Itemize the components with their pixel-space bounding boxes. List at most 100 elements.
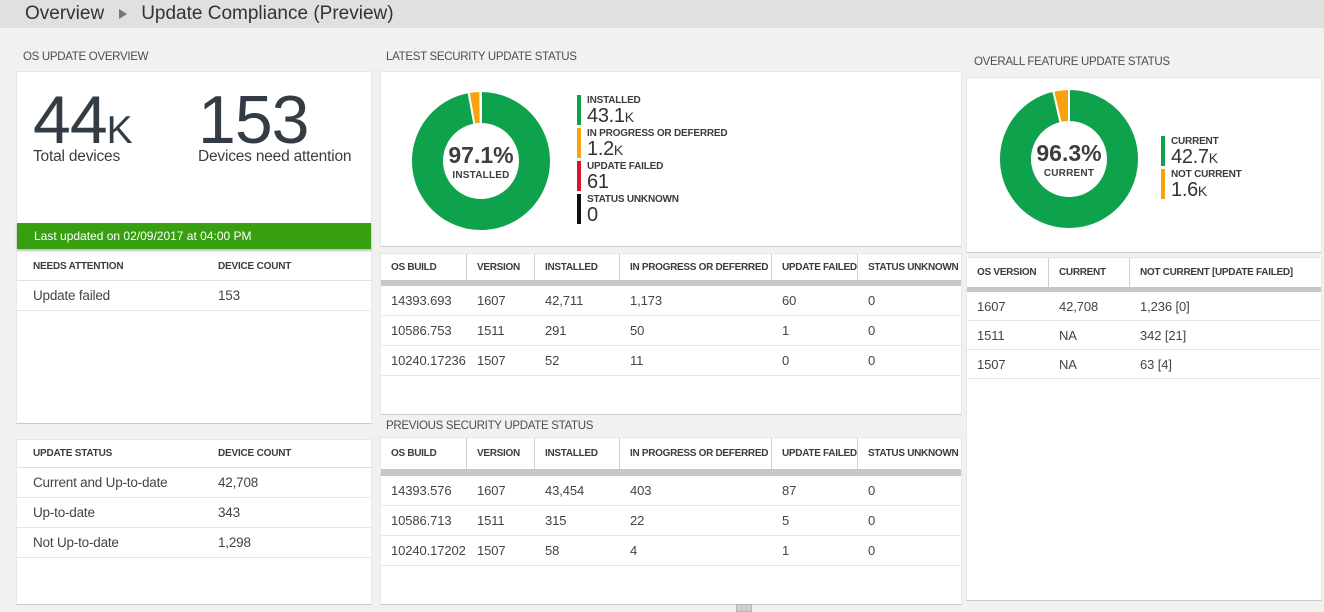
table-cell: 52 [545,353,560,368]
feature-legend: CURRENT 42.7K NOT CURRENT 1.6K [1161,135,1242,201]
donut-slice-installed[interactable] [409,90,552,232]
column-header: NOT CURRENT [UPDATE FAILED] [1140,267,1293,278]
devices-need-attention-metric[interactable]: 153 Devices need attention [198,86,352,166]
table-row[interactable]: Up-to-date 343 [17,498,371,528]
legend-item[interactable]: INSTALLED 43.1K [577,94,727,127]
donut-slice-in-progress-or-deferred[interactable] [467,90,482,126]
last-updated-banner: Last updated on 02/09/2017 at 04:00 PM [17,223,371,249]
needs-attention-table: NEEDS ATTENTION DEVICE COUNT Update failed… [17,253,371,311]
legend-value-suffix: K [613,142,623,158]
table-row[interactable]: 1607 42,708 1,236 [0] [967,292,1321,321]
column-header: DEVICE COUNT [218,261,292,272]
table-row[interactable]: Update failed 153 [17,281,371,311]
table-cell: 60 [782,293,797,308]
table-cell: 1507 [477,543,506,558]
column-header: STATUS UNKNOWN [868,261,959,273]
previous-security-table: OS BUILD VERSION INSTALLED IN PROGRESS OR D… [380,437,962,605]
feature-table: OS VERSION CURRENT NOT CURRENT [UPDATE FAI… [966,257,1322,601]
donut-slice-current[interactable] [998,88,1140,230]
column-header: DEVICE COUNT [218,448,292,459]
legend-item[interactable]: CURRENT 42.7K [1161,135,1242,168]
table-cell: Update failed [33,288,110,303]
table-row[interactable]: 1507 NA 63 [4] [967,350,1321,379]
legend-label: CURRENT [1171,136,1219,147]
donut-svg [998,87,1140,230]
table-row[interactable]: 14393.693 1607 42,711 1,173 60 0 [381,286,961,316]
column-header: UPDATE FAILED [772,438,858,469]
legend-texts: NOT CURRENT 1.6K [1171,168,1242,201]
table-row[interactable]: 10586.753 1511 291 50 1 0 [381,316,961,346]
table-cell: 1 [782,323,790,338]
legend-value-suffix: K [1197,183,1207,199]
legend-texts: CURRENT 42.7K [1171,135,1219,168]
legend-item[interactable]: NOT CURRENT 1.6K [1161,168,1242,201]
table-cell: 1507 [977,356,1006,372]
legend-texts: INSTALLED 43.1K [587,94,641,127]
table-header-row: NEEDS ATTENTION DEVICE COUNT [17,253,371,281]
horizontal-scrollbar-thumb[interactable] [736,604,752,612]
table-row[interactable]: 10240.17202 1507 58 4 1 0 [381,536,961,566]
table-cell: NA [1059,356,1077,372]
column-header: NEEDS ATTENTION [33,261,124,272]
previous-panel-title: PREVIOUS SECURITY UPDATE STATUS [386,420,594,432]
table-row[interactable]: 10240.17236 1507 52 11 0 0 [381,346,961,376]
table-cell: 58 [545,543,560,558]
legend-item[interactable]: IN PROGRESS OR DEFERRED 1.2K [577,127,728,160]
table-cell: 42,708 [1059,298,1099,314]
table-cell: 1511 [977,327,1005,343]
table-cell: 4 [630,543,638,558]
legend-value: 1.6K [1171,179,1207,201]
table-cell: 1607 [477,293,506,308]
table-cell: 343 [218,505,240,520]
legend-item[interactable]: UPDATE FAILED 61 [577,160,727,193]
feature-donut-card: 96.3% CURRENT CURRENT 42.7K NOT CURRENT 1.6… [966,77,1322,253]
latest-security-donut-chart[interactable] [408,88,554,239]
donut-slice-not-current[interactable] [1052,87,1070,124]
devices-need-attention-label: Devices need attention [198,148,352,165]
table-cell: 63 [4] [1140,356,1172,372]
column-header: OS BUILD [381,438,467,469]
table-row[interactable]: 10586.713 1511 315 22 5 0 [381,506,961,536]
update-status-table: UPDATE STATUS DEVICE COUNT Current and Up-… [17,440,371,558]
table-cell: 0 [868,513,876,528]
table-row[interactable]: Not Up-to-date 1,298 [17,528,371,558]
column-header: VERSION [467,254,535,280]
column-header: UPDATE STATUS [33,448,113,459]
total-devices-metric[interactable]: 44K Total devices [33,86,133,166]
table-cell: Current and Up-to-date [33,475,168,490]
header-scroll-band [381,280,961,286]
left-panel-title: OS UPDATE OVERVIEW [23,51,149,63]
legend-label: NOT CURRENT [1171,169,1242,180]
legend-color-bar [577,95,581,125]
table-cell: 43,454 [545,483,585,498]
column-header: OS BUILD [381,254,467,280]
table-cell: 1507 [477,353,506,368]
latest-security-legend: INSTALLED 43.1K IN PROGRESS OR DEFERRED 1.2… [577,94,728,226]
table-cell: 1511 [477,323,505,338]
table-cell: 1,298 [218,535,251,550]
table-cell: 342 [21] [1140,327,1187,343]
column-header: VERSION [467,438,535,469]
legend-color-bar [577,161,581,191]
table-cell: Not Up-to-date [33,535,119,550]
table-row[interactable]: Current and Up-to-date 42,708 [17,468,371,498]
table-cell: 10240.17202 [391,543,466,558]
table-cell: 42,711 [545,293,584,308]
total-devices-label: Total devices [33,148,121,165]
table-header-row: OS BUILD VERSION INSTALLED IN PROGRESS OR D… [381,254,961,280]
legend-item[interactable]: STATUS UNKNOWN 0 [577,193,727,226]
table-cell: 0 [868,483,876,498]
table-cell: 14393.576 [391,483,452,498]
metric-number: 44 [33,82,108,158]
table-row[interactable]: 1511 NA 342 [21] [967,321,1321,350]
legend-value-suffix: K [1208,150,1218,166]
table-cell: 291 [545,323,567,338]
table-cell: 0 [868,353,876,368]
breadcrumb-overview[interactable]: Overview [25,3,105,24]
table-cell: 0 [782,353,790,368]
legend-label: UPDATE FAILED [587,161,664,172]
table-cell: 14393.693 [391,293,452,308]
feature-donut-chart[interactable] [996,86,1142,237]
table-row[interactable]: 14393.576 1607 43,454 403 87 0 [381,476,961,506]
